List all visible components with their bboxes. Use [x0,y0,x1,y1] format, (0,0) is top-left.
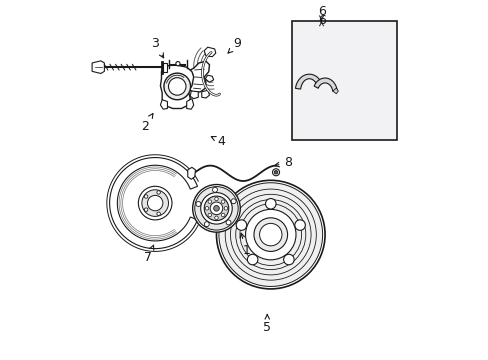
Bar [291,21,396,140]
Polygon shape [189,61,209,93]
Circle shape [194,186,238,230]
Circle shape [147,195,163,211]
Circle shape [272,169,279,176]
Circle shape [274,171,277,174]
Polygon shape [190,91,198,99]
Circle shape [207,213,211,217]
Circle shape [157,212,160,216]
Circle shape [163,73,190,100]
Text: 1: 1 [240,233,250,257]
Circle shape [157,191,160,194]
Text: 2: 2 [141,114,153,132]
Polygon shape [204,47,215,57]
Circle shape [176,62,180,66]
Circle shape [204,196,228,221]
Polygon shape [313,78,337,91]
Polygon shape [160,100,167,109]
Polygon shape [295,74,321,89]
Circle shape [219,183,322,287]
Polygon shape [187,167,195,179]
Circle shape [192,185,240,232]
Circle shape [138,186,172,220]
Circle shape [231,199,236,204]
Circle shape [236,220,246,230]
Circle shape [225,220,230,225]
Circle shape [283,254,294,265]
Circle shape [214,197,218,201]
Circle shape [224,207,227,210]
Text: 4: 4 [211,135,225,148]
Circle shape [212,187,217,192]
Circle shape [221,213,224,217]
Circle shape [213,206,219,211]
Circle shape [294,220,305,230]
Circle shape [200,193,232,224]
Circle shape [207,200,211,203]
Circle shape [253,218,287,251]
Circle shape [214,216,218,220]
Text: 8: 8 [274,156,292,169]
Polygon shape [92,61,104,73]
Text: 7: 7 [144,245,153,264]
Polygon shape [202,90,209,98]
Polygon shape [160,65,193,108]
Text: 9: 9 [227,37,241,53]
Circle shape [205,207,208,210]
Circle shape [221,200,224,203]
Circle shape [265,198,275,209]
Polygon shape [186,99,193,109]
Polygon shape [109,158,197,249]
Circle shape [259,224,282,246]
Polygon shape [332,88,338,94]
Circle shape [142,190,168,216]
Circle shape [245,210,295,260]
Text: 3: 3 [151,37,163,58]
Text: 6: 6 [317,14,325,27]
Circle shape [168,78,185,95]
Circle shape [216,180,325,289]
Circle shape [210,202,223,215]
Circle shape [196,202,201,206]
Text: 6: 6 [317,5,325,18]
Circle shape [247,254,257,265]
Circle shape [144,195,147,198]
Polygon shape [205,75,213,82]
Text: 5: 5 [263,315,271,334]
Circle shape [144,208,147,211]
Circle shape [204,222,209,227]
Polygon shape [163,63,166,72]
